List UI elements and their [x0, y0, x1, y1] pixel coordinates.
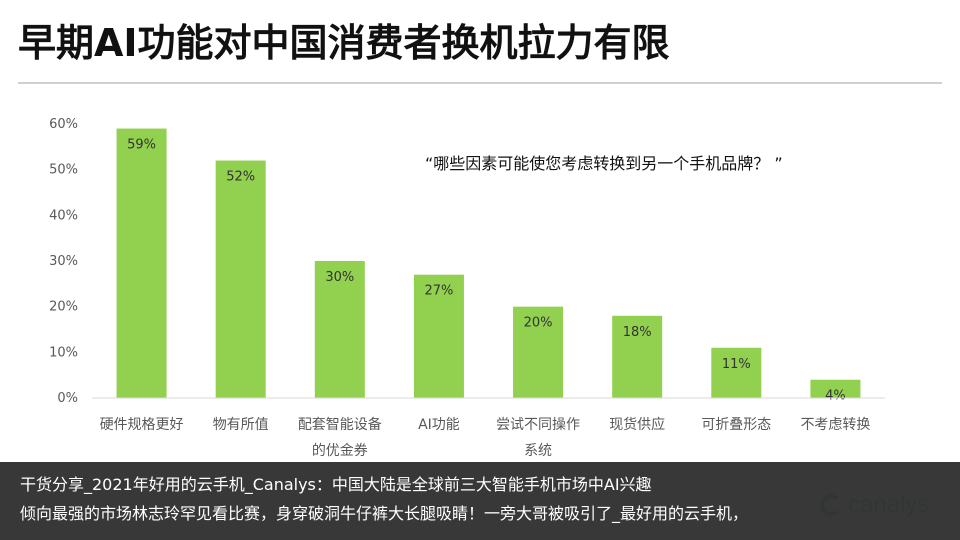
bar-data-label: 27%	[424, 284, 453, 299]
bar-data-label: 18%	[623, 325, 652, 340]
bar	[116, 128, 167, 399]
x-tick-label: 可折叠形态	[701, 417, 771, 433]
bar	[413, 274, 464, 398]
caption-line-1: 干货分享_2021年好用的云手机_Canalys：中国大陆是全球前三大智能手机市…	[20, 475, 652, 494]
bar-data-label: 11%	[722, 357, 751, 372]
bar	[612, 315, 663, 398]
bar	[513, 306, 564, 398]
caption-overlay	[0, 462, 960, 540]
x-axis-labels: 硬件规格更好 物有所值 配套智能设备的优金券 AI功能 尝试不同操作系统 现货供应 可折叠形…	[100, 416, 871, 459]
bar-data-label: 20%	[524, 316, 553, 331]
y-tick-label: 60%	[49, 117, 78, 132]
bar	[711, 347, 762, 398]
bar-data-label: 52%	[226, 170, 255, 185]
data-labels: 59% 52% 30% 27% 20% 18% 11% 4%	[127, 138, 846, 404]
bar-data-label: 30%	[325, 270, 354, 285]
x-tick-label: 配套智能设备的优金券	[298, 416, 382, 459]
bar	[215, 160, 266, 398]
y-tick-label: 30%	[49, 254, 78, 269]
bars	[116, 128, 861, 399]
caption-line-2: 倾向最强的市场林志玲罕见看比赛，身穿破洞牛仔裤大长腿吸睛！一旁大哥被吸引了_最好…	[20, 504, 749, 523]
x-tick-label: 不考虑转换	[800, 416, 870, 433]
survey-question: “哪些因素可能使您考虑转换到另一个手机品牌？ ”	[425, 154, 783, 173]
x-tick-label: 尝试不同操作系统	[496, 417, 580, 459]
x-tick-label: 物有所值	[213, 417, 269, 433]
bar	[314, 261, 365, 398]
y-tick-label: 40%	[49, 208, 78, 223]
bar-data-label: 4%	[825, 389, 846, 404]
bar	[810, 379, 861, 398]
y-tick-label: 50%	[49, 163, 78, 178]
x-tick-label: 现货供应	[609, 416, 665, 433]
bar-data-label: 59%	[127, 138, 156, 153]
y-axis-ticks: 0% 10% 20% 30% 40% 50% 60%	[49, 117, 78, 406]
x-tick-label: 硬件规格更好	[100, 417, 184, 433]
x-tick-label: AI功能	[418, 417, 460, 433]
page-title: 早期AI功能对中国消费者换机拉力有限	[18, 21, 670, 65]
y-tick-label: 10%	[49, 345, 78, 360]
title-divider	[18, 82, 942, 84]
y-tick-label: 20%	[49, 300, 78, 315]
y-tick-label: 0%	[57, 391, 78, 406]
